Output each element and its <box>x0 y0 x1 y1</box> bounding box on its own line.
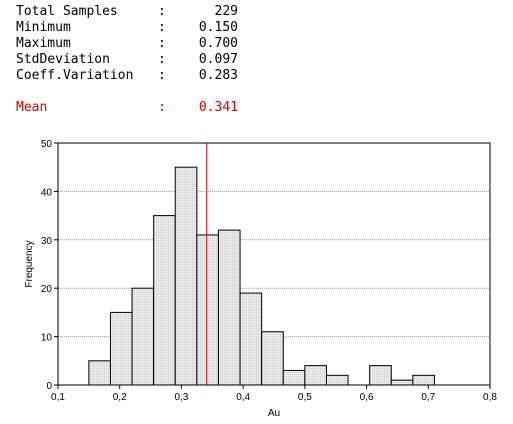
histogram-bar <box>131 287 155 386</box>
y-tick-label: 40 <box>41 187 53 198</box>
x-tick-label: 0,4 <box>236 392 250 403</box>
stat-stddeviation-label: StdDeviation <box>16 52 110 67</box>
histogram-bar <box>153 215 176 386</box>
histogram-bars <box>88 166 435 386</box>
y-axis-ticks: 0 10 20 30 40 50 <box>41 139 58 392</box>
stat-stddeviation-colon: : <box>158 52 166 67</box>
stat-minimum-colon: : <box>158 20 166 35</box>
x-tick-label: 0,3 <box>174 392 188 403</box>
histogram-bar <box>369 365 392 386</box>
stat-maximum-label: Maximum <box>16 36 71 51</box>
stat-minimum-value: 0.150 <box>198 20 238 35</box>
y-tick-label: 20 <box>41 284 53 295</box>
plot-frame <box>57 142 491 386</box>
x-tick-label: 0,8 <box>483 392 497 403</box>
x-tick-label: 0,1 <box>51 392 65 403</box>
histogram-bar <box>325 374 349 386</box>
histogram-bar <box>390 379 414 386</box>
x-tick-label: 0,5 <box>298 392 312 403</box>
stat-total-samples-label: Total Samples <box>16 4 118 19</box>
histogram-bar <box>217 229 241 386</box>
histogram-bar <box>282 369 306 386</box>
stat-minimum-label: Minimum <box>16 20 71 35</box>
stat-stddeviation-value: 0.097 <box>198 52 238 67</box>
histogram-bar <box>196 234 219 386</box>
x-tick-label: 0,7 <box>421 392 435 403</box>
y-tick-label: 50 <box>41 139 53 150</box>
y-tick-label: 30 <box>41 236 53 247</box>
y-tick-label: 0 <box>46 381 52 392</box>
stat-mean-colon: : <box>158 100 166 115</box>
y-axis-title: Frequency <box>24 240 35 287</box>
stat-total-samples-colon: : <box>158 4 166 19</box>
x-axis-title: Au <box>268 408 280 419</box>
histogram-bar <box>261 331 284 386</box>
stat-mean-label: Mean <box>16 100 48 115</box>
stat-maximum-colon: : <box>158 36 166 51</box>
histogram-bar <box>412 374 435 386</box>
stat-coeff-variation-label: Coeff.Variation <box>16 68 134 83</box>
stat-coeff-variation-value: 0.283 <box>198 68 238 83</box>
stat-mean-value: 0.341 <box>198 100 238 115</box>
x-tick-label: 0,6 <box>360 392 374 403</box>
histogram-bar <box>174 166 198 386</box>
histogram-bar <box>88 360 111 386</box>
x-tick-label: 0,2 <box>113 392 127 403</box>
histogram-bar <box>304 365 327 386</box>
stat-coeff-variation-colon: : <box>158 68 166 83</box>
stat-total-samples-value: 229 <box>214 4 238 19</box>
x-axis-ticks: 0,1 0,2 0,3 0,4 0,5 0,6 0,7 0,8 <box>51 385 497 403</box>
histogram-bar <box>239 292 263 386</box>
histogram-bar <box>109 311 133 386</box>
stat-maximum-value: 0.700 <box>198 36 238 51</box>
y-tick-label: 10 <box>41 333 53 344</box>
